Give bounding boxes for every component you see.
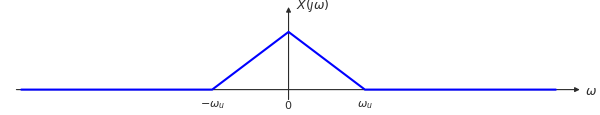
Text: $0$: $0$	[284, 98, 293, 110]
Text: $\omega_u$: $\omega_u$	[357, 98, 373, 110]
Text: $\omega$: $\omega$	[585, 85, 597, 97]
Text: $-\omega_u$: $-\omega_u$	[200, 98, 225, 110]
Text: $X(j\omega)$: $X(j\omega)$	[296, 0, 330, 14]
